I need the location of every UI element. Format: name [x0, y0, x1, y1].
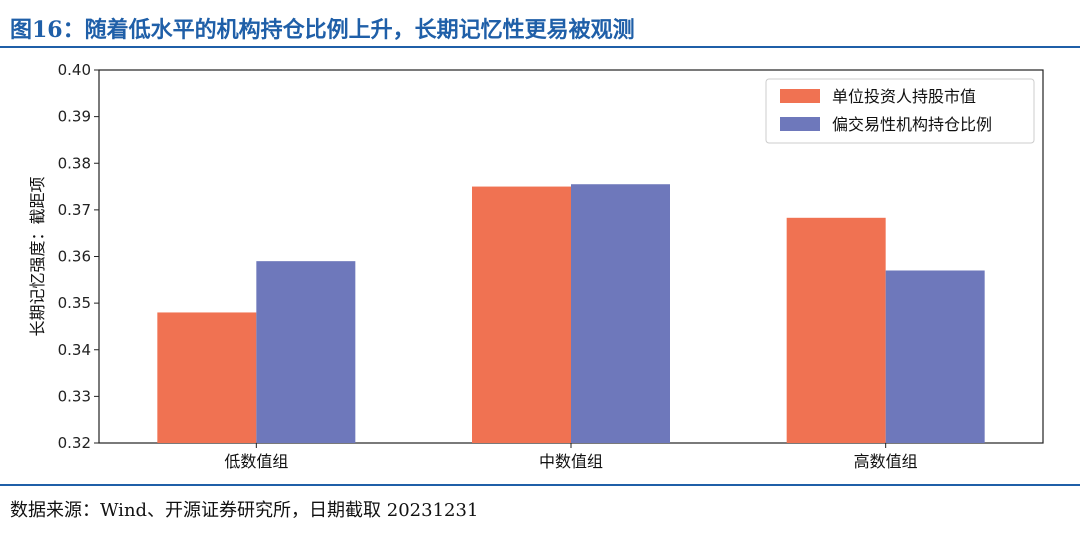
figure-title: 图16：随着低水平的机构持仓比例上升，长期记忆性更易被观测: [10, 17, 635, 43]
y-tick-label: 0.38: [58, 154, 91, 172]
x-tick-label: 中数值组: [539, 452, 603, 471]
legend-label: 单位投资人持股市值: [832, 87, 976, 106]
bar-investor-market-value: [472, 186, 571, 443]
y-tick-label: 0.37: [58, 201, 91, 219]
source-note: 数据来源：Wind、开源证券研究所，日期截取 20231231: [10, 500, 479, 521]
bar-investor-market-value: [157, 312, 257, 443]
bar-investor-market-value: [786, 217, 886, 443]
bar-chart: 0.32 0.33 0.34 0.35 0.36 0.37 0.38 0.39 0.40 长期记忆…: [28, 61, 1044, 471]
legend-label: 偏交易性机构持仓比例: [832, 115, 992, 134]
legend-swatch: [780, 89, 820, 103]
x-tick-label: 低数值组: [224, 452, 288, 471]
bar-trading-institution-ratio: [256, 261, 356, 443]
legend-swatch: [780, 117, 820, 131]
bar-trading-institution-ratio: [885, 270, 985, 443]
y-tick-label: 0.36: [58, 248, 91, 266]
bar-trading-institution-ratio: [571, 184, 670, 443]
y-tick-label: 0.32: [58, 434, 91, 452]
y-axis-label: 长期记忆强度：截距项: [28, 176, 47, 336]
y-tick-label: 0.40: [58, 61, 91, 79]
legend-box: [765, 78, 1035, 144]
title-divider: [0, 46, 1080, 48]
y-tick-label: 0.35: [58, 294, 91, 312]
y-tick-label: 0.33: [58, 387, 91, 405]
y-tick-label: 0.39: [58, 108, 91, 126]
y-tick-label: 0.34: [58, 341, 91, 359]
footer-divider: [0, 484, 1080, 486]
x-tick-label: 高数值组: [854, 452, 918, 471]
